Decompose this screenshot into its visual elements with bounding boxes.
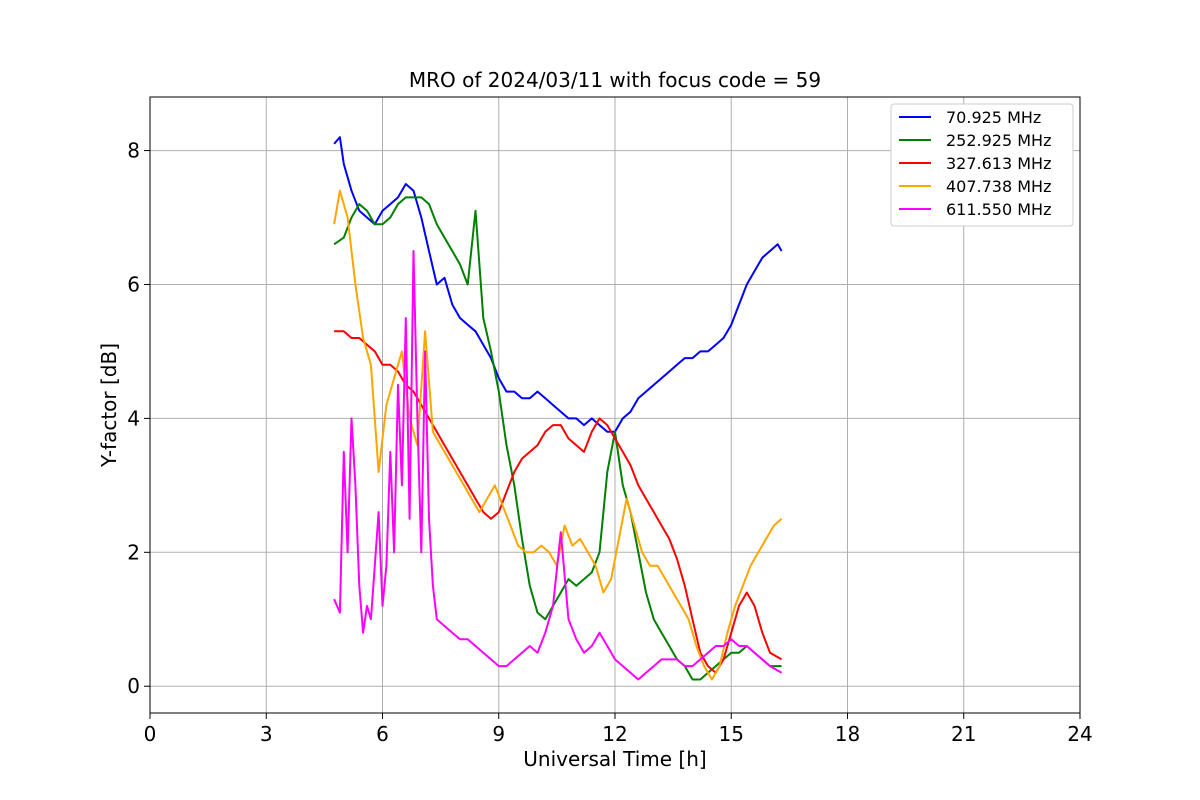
- series-group: [333, 136, 783, 681]
- x-tick-label: 0: [144, 722, 157, 746]
- x-tick-label: 24: [1067, 722, 1092, 746]
- x-tick-label: 9: [492, 722, 505, 746]
- y-tick-label: 6: [127, 272, 140, 296]
- legend: 70.925 MHz 252.925 MHz 327.613 MHz 407.738 …: [890, 103, 1074, 227]
- legend-label-4: 407.738 MHz: [946, 177, 1051, 196]
- legend-label-2: 252.925 MHz: [946, 131, 1051, 150]
- x-tick-label: 6: [376, 722, 389, 746]
- series-line-5: [333, 250, 783, 681]
- x-tick-label: 21: [951, 722, 976, 746]
- x-tick-label: 18: [835, 722, 860, 746]
- legend-label-3: 327.613 MHz: [946, 154, 1051, 173]
- series-line-1: [333, 136, 783, 433]
- series-line-3: [334, 330, 783, 674]
- x-tick-label: 12: [602, 722, 627, 746]
- legend-label-1: 70.925 MHz: [946, 108, 1041, 127]
- y-tick-label: 2: [127, 540, 140, 564]
- y-tick-label: 0: [127, 674, 140, 698]
- legend-box: [890, 103, 1074, 227]
- x-tick-label: 3: [260, 722, 273, 746]
- y-tick-label: 8: [127, 139, 140, 163]
- series-line-2: [333, 196, 782, 681]
- y-tick-label: 4: [127, 406, 140, 430]
- x-axis-label: Universal Time [h]: [523, 747, 706, 771]
- x-tick-label: 15: [719, 722, 744, 746]
- chart-title: MRO of 2024/03/11 with focus code = 59: [409, 68, 821, 92]
- legend-label-5: 611.550 MHz: [946, 200, 1051, 219]
- y-axis-label: Y-factor [dB]: [97, 343, 121, 468]
